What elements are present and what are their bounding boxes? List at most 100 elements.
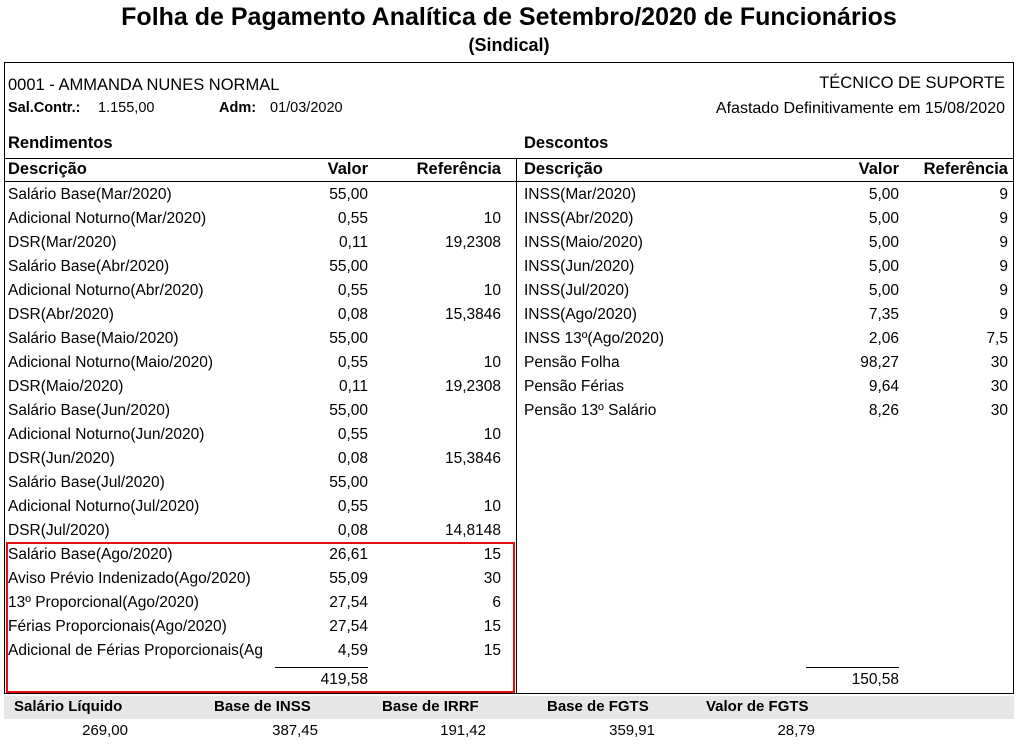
row-reference: 9 (999, 234, 1008, 251)
total-value: 419,58 (320, 671, 368, 688)
row-value: 8,26 (868, 402, 899, 419)
row-description: DSR(Jul/2020) (8, 522, 110, 539)
row-reference: 30 (483, 570, 501, 587)
row-value: 55,09 (329, 570, 368, 587)
header-line (4, 181, 1014, 182)
row-reference: 14,8148 (444, 522, 501, 539)
row-description: Pensão Folha (524, 354, 620, 371)
total-value: 150,58 (851, 671, 899, 688)
row-description: INSS(Abr/2020) (524, 210, 634, 227)
row-value: 0,08 (337, 306, 368, 323)
row-description: INSS(Ago/2020) (524, 306, 637, 323)
row-reference: 9 (999, 210, 1008, 227)
employee-name: 0001 - AMMANDA NUNES NORMAL (8, 76, 280, 94)
row-value: 5,00 (868, 186, 899, 203)
subtitle: (Sindical) (468, 35, 550, 55)
row-value: 0,11 (338, 234, 368, 251)
row-description: Adicional Noturno(Jul/2020) (8, 498, 200, 515)
row-reference: 10 (483, 210, 501, 227)
row-reference: 9 (999, 186, 1008, 203)
column-header: Descrição (8, 160, 87, 178)
admission-label: Adm: (219, 100, 257, 116)
header-line (4, 158, 1014, 159)
column-header: Referência (416, 160, 501, 178)
footer-label: Base de IRRF (382, 698, 479, 715)
row-reference: 6 (492, 594, 501, 611)
row-description: 13º Proporcional(Ago/2020) (8, 594, 199, 611)
row-description: Adicional Noturno(Abr/2020) (8, 282, 204, 299)
row-value: 26,61 (329, 546, 368, 563)
row-value: 4,59 (337, 642, 368, 659)
title: Folha de Pagamento Analítica de Setembro… (121, 3, 897, 31)
row-value: 55,00 (329, 258, 368, 275)
row-description: DSR(Mar/2020) (8, 234, 117, 251)
salary-label: Sal.Contr.: (8, 100, 81, 116)
frame-right (1013, 62, 1014, 694)
highlight-box (6, 542, 515, 693)
row-value: 55,00 (329, 330, 368, 347)
row-value: 55,00 (329, 474, 368, 491)
footer-value: 269,00 (82, 722, 128, 739)
row-description: Pensão 13º Salário (524, 402, 657, 419)
row-description: Salário Base(Abr/2020) (8, 258, 170, 275)
footer-label: Base de FGTS (547, 698, 649, 715)
row-value: 55,00 (329, 402, 368, 419)
row-description: Aviso Prévio Indenizado(Ago/2020) (8, 570, 251, 587)
row-description: Salário Base(Jul/2020) (8, 474, 165, 491)
column-header: Valor (858, 160, 899, 178)
row-value: 0,08 (337, 522, 368, 539)
row-description: Salário Base(Maio/2020) (8, 330, 179, 347)
column-divider (516, 158, 517, 694)
row-value: 5,00 (868, 258, 899, 275)
row-description: DSR(Jun/2020) (8, 450, 115, 467)
row-value: 27,54 (329, 618, 368, 635)
row-reference: 9 (999, 306, 1008, 323)
row-description: INSS(Mar/2020) (524, 186, 636, 203)
row-reference: 10 (483, 498, 501, 515)
row-reference: 19,2308 (444, 234, 501, 251)
row-value: 55,00 (329, 186, 368, 203)
row-reference: 7,5 (986, 330, 1008, 347)
row-value: 98,27 (860, 354, 899, 371)
row-description: Férias Proporcionais(Ago/2020) (8, 618, 227, 635)
row-description: Pensão Férias (524, 378, 624, 395)
row-reference: 30 (990, 402, 1008, 419)
row-reference: 15 (483, 618, 501, 635)
footer-label: Salário Líquido (14, 698, 123, 715)
row-reference: 9 (999, 258, 1008, 275)
frame-top (4, 62, 1014, 63)
row-description: Adicional de Férias Proporcionais(Ag (8, 642, 264, 659)
footer-value: 387,45 (272, 722, 318, 739)
footer-band (4, 696, 1014, 719)
row-value: 9,64 (868, 378, 899, 395)
row-value: 0,55 (337, 498, 368, 515)
footer-label: Base de INSS (214, 698, 311, 715)
section-title: Rendimentos (8, 134, 113, 152)
column-header: Valor (327, 160, 368, 178)
footer-value: 191,42 (440, 722, 486, 739)
row-reference: 15 (483, 546, 501, 563)
row-reference: 10 (483, 282, 501, 299)
column-header: Descrição (524, 160, 603, 178)
row-value: 0,55 (337, 210, 368, 227)
row-description: Salário Base(Ago/2020) (8, 546, 173, 563)
row-description: INSS(Jun/2020) (524, 258, 635, 275)
row-value: 0,11 (338, 378, 368, 395)
row-description: INSS 13º(Ago/2020) (524, 330, 665, 347)
employee-role: TÉCNICO DE SUPORTE (819, 74, 1005, 92)
footer-label: Valor de FGTS (706, 698, 809, 715)
row-description: Salário Base(Jun/2020) (8, 402, 170, 419)
row-value: 0,55 (337, 354, 368, 371)
row-value: 2,06 (868, 330, 899, 347)
frame-left (4, 62, 5, 694)
row-reference: 10 (483, 426, 501, 443)
row-value: 0,55 (337, 426, 368, 443)
row-value: 0,55 (337, 282, 368, 299)
row-description: DSR(Abr/2020) (8, 306, 114, 323)
row-reference: 30 (990, 378, 1008, 395)
row-value: 7,35 (868, 306, 899, 323)
row-description: Adicional Noturno(Jun/2020) (8, 426, 205, 443)
footer-value: 28,79 (777, 722, 815, 739)
row-reference: 19,2308 (444, 378, 501, 395)
frame-bottom (4, 693, 1014, 694)
